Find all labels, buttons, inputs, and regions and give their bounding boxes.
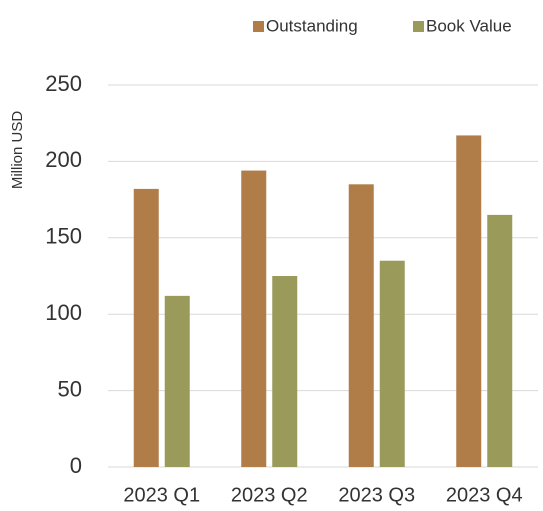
legend-label: Outstanding xyxy=(266,16,358,35)
bar xyxy=(133,188,159,468)
legend-label: Book Value xyxy=(426,16,512,35)
y-axis-title: Million USD xyxy=(9,111,26,190)
bar xyxy=(456,135,482,467)
y-tick-label: 150 xyxy=(45,224,82,249)
bar xyxy=(241,170,267,467)
x-tick-label: 2023 Q2 xyxy=(231,484,308,506)
legend-swatch xyxy=(253,21,264,32)
bar xyxy=(164,295,190,467)
y-tick-label: 50 xyxy=(58,376,82,401)
bar xyxy=(272,276,298,467)
x-tick-label: 2023 Q4 xyxy=(446,484,523,506)
bar xyxy=(379,260,405,467)
x-tick-label: 2023 Q1 xyxy=(123,484,200,506)
bar xyxy=(487,214,513,467)
bar xyxy=(348,184,374,467)
legend-swatch xyxy=(413,21,424,32)
x-tick-label: 2023 Q3 xyxy=(338,484,415,506)
y-tick-label: 100 xyxy=(45,300,82,325)
y-tick-label: 250 xyxy=(45,71,82,96)
y-tick-label: 0 xyxy=(70,453,82,478)
y-tick-label: 200 xyxy=(45,147,82,172)
